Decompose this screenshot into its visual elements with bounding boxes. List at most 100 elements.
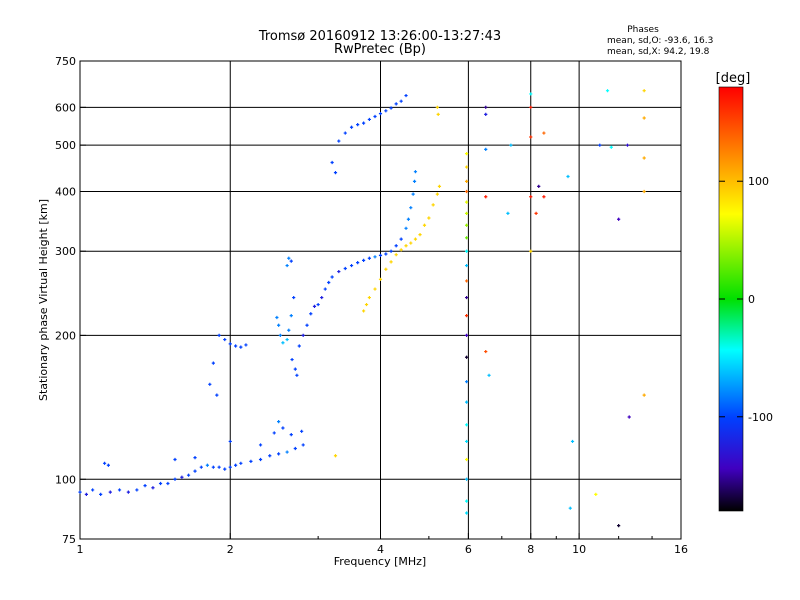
data-point — [389, 260, 393, 264]
data-point — [464, 179, 469, 183]
data-point — [464, 511, 469, 515]
data-point — [406, 217, 411, 221]
x-tick-label: 6 — [465, 543, 472, 556]
data-point — [384, 267, 388, 271]
data-point — [464, 279, 469, 283]
colorbar-tick-label: 0 — [748, 293, 755, 306]
data-point — [409, 206, 413, 210]
data-point — [627, 415, 631, 419]
colorbar-tick-label: -100 — [748, 411, 773, 424]
data-point — [399, 99, 403, 103]
data-point — [166, 481, 170, 486]
data-point — [301, 443, 305, 447]
colorbar-ticks: 100 0 -100 — [719, 175, 773, 424]
data-point — [529, 195, 533, 199]
data-point — [205, 463, 210, 467]
data-point — [272, 431, 276, 435]
data-point — [330, 275, 334, 279]
data-point — [534, 211, 538, 215]
data-point — [323, 287, 327, 291]
data-point — [594, 492, 598, 496]
data-point — [617, 524, 621, 528]
data-point — [484, 105, 488, 109]
data-point — [464, 189, 469, 194]
data-point — [330, 160, 334, 165]
data-point — [384, 109, 388, 113]
colorbar-tick-label: 100 — [748, 175, 769, 188]
data-point — [464, 355, 469, 359]
data-point — [228, 342, 232, 346]
data-point — [293, 367, 297, 371]
data-point — [411, 192, 415, 196]
data-point — [228, 439, 232, 444]
data-point — [642, 116, 646, 120]
x-tick-label: 2 — [227, 543, 234, 556]
data-point — [349, 125, 354, 129]
data-point — [208, 382, 212, 386]
colorbar-label: [deg] — [716, 71, 751, 86]
data-point — [435, 192, 439, 196]
data-point — [464, 423, 469, 427]
data-point — [281, 341, 285, 345]
data-point — [297, 344, 301, 348]
data-point — [289, 259, 293, 263]
data-point — [285, 337, 289, 342]
data-point — [300, 429, 304, 433]
data-point — [343, 131, 347, 135]
data-point — [217, 465, 221, 469]
data-point — [126, 490, 130, 494]
data-point — [362, 258, 366, 263]
data-point — [487, 373, 491, 377]
data-point — [378, 277, 383, 281]
data-point — [399, 237, 403, 241]
data-point — [249, 459, 253, 463]
data-point — [290, 357, 294, 362]
data-point — [211, 361, 215, 365]
data-point — [356, 123, 360, 127]
phases-title: Phases — [627, 25, 659, 35]
data-point — [389, 106, 393, 110]
data-point — [316, 302, 320, 307]
x-tick-label: 16 — [674, 543, 688, 556]
data-point — [277, 323, 281, 327]
data-point — [542, 131, 546, 135]
chart-subtitle: RwPretec (Bp) — [334, 42, 426, 57]
data-point — [217, 333, 221, 337]
data-point — [568, 506, 572, 510]
data-point — [399, 248, 403, 252]
data-point — [609, 145, 613, 149]
data-point — [413, 237, 418, 241]
data-point — [389, 249, 393, 253]
data-point — [529, 92, 533, 96]
data-point — [234, 344, 238, 348]
data-point — [404, 226, 408, 230]
data-point — [394, 253, 398, 257]
data-point — [258, 443, 263, 447]
data-point — [404, 244, 408, 248]
data-point — [281, 426, 285, 430]
data-point — [151, 486, 155, 490]
data-point — [309, 312, 313, 316]
data-point — [91, 488, 95, 492]
data-point — [292, 295, 296, 300]
data-point — [529, 249, 533, 253]
y-tick-label: 750 — [55, 55, 76, 68]
data-point — [278, 333, 282, 337]
data-point — [422, 223, 427, 227]
data-point — [312, 304, 317, 308]
data-point — [337, 269, 341, 274]
data-point — [173, 457, 177, 462]
data-point — [484, 147, 488, 151]
data-point — [464, 314, 469, 318]
data-point — [285, 263, 289, 268]
data-point — [625, 143, 630, 147]
data-point — [211, 465, 215, 469]
data-point — [464, 223, 469, 227]
data-point — [437, 184, 442, 188]
data-point — [301, 333, 305, 337]
y-tick-label: 75 — [62, 533, 76, 546]
data-point — [84, 492, 89, 496]
data-point — [333, 454, 338, 458]
data-point — [384, 252, 388, 256]
data-point — [529, 105, 533, 109]
